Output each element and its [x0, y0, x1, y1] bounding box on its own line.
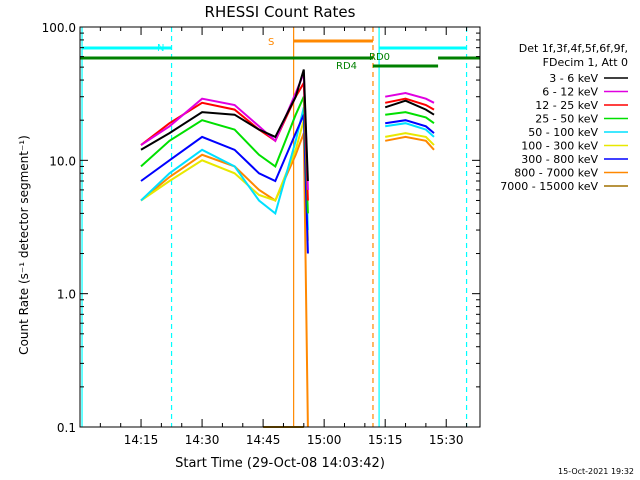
series-line-7-1 — [385, 135, 435, 151]
y-axis-ticks: 0.1 1.0 10.0 100.0 — [42, 21, 480, 435]
series-line-7-0 — [140, 132, 309, 428]
saa-label: S — [268, 37, 274, 48]
footer-date: 15-Oct-2021 19:32 — [558, 467, 634, 476]
legend-label-8: 7000 - 15000 keV — [500, 180, 598, 193]
series-line-0-1 — [384, 99, 435, 116]
series-line-3-0 — [140, 96, 309, 214]
y-tick-label-3: 100.0 — [42, 21, 76, 35]
x-tick-label-2: 14:45 — [246, 433, 281, 447]
x-axis-label: Start Time (29-Oct-08 14:03:42) — [175, 456, 385, 471]
plot-area: N S RD0 RD4 — [80, 27, 480, 428]
plot-frame — [79, 26, 481, 428]
x-tick-label-3: 15:00 — [307, 433, 342, 447]
series-line-2-1 — [385, 97, 435, 111]
x-tick-label-0: 14:15 — [124, 433, 159, 447]
y-axis-label: Count Rate (s⁻¹ detector segment⁻¹) — [17, 135, 31, 355]
series-line-5-0 — [140, 119, 309, 241]
y-tick-label-0: 0.1 — [57, 421, 76, 435]
x-tick-label-1: 14:30 — [185, 433, 220, 447]
x-tick-label-4: 15:15 — [368, 433, 403, 447]
series-line-6-0 — [140, 114, 309, 254]
series-line-0-0 — [140, 69, 309, 182]
series-line-4-1 — [385, 122, 435, 138]
night-label: N — [157, 43, 164, 54]
chart-title: RHESSI Count Rates — [205, 3, 356, 21]
series-line-3-1 — [385, 111, 435, 125]
legend-label-4: 50 - 100 keV — [528, 126, 598, 139]
legend-label-0: 3 - 6 keV — [549, 72, 598, 85]
series-line-1-1 — [385, 91, 435, 104]
legend-header-line-2: FDecim 1, Att 0 — [543, 56, 628, 69]
rd4-label: RD4 — [336, 61, 357, 72]
y-tick-label-2: 10.0 — [49, 154, 76, 168]
legend-label-5: 100 - 300 keV — [521, 140, 598, 153]
legend-label-3: 25 - 50 keV — [535, 113, 598, 126]
legend-label-6: 300 - 800 keV — [521, 153, 598, 166]
legend-label-7: 800 - 7000 keV — [514, 167, 598, 180]
rd0-label: RD0 — [369, 52, 390, 63]
legend-label-2: 12 - 25 keV — [535, 99, 598, 112]
x-axis-ticks: 14:15 14:30 14:45 15:00 15:15 15:30 — [99, 27, 468, 447]
series-line-5-1 — [385, 132, 435, 146]
x-tick-label-5: 15:30 — [429, 433, 464, 447]
y-tick-label-1: 1.0 — [57, 288, 76, 302]
legend: Det 1f,3f,4f,5f,6f,9f, FDecim 1, Att 0 3… — [500, 42, 628, 193]
legend-header-line-1: Det 1f,3f,4f,5f,6f,9f, — [519, 42, 628, 55]
series-line-6-1 — [385, 119, 435, 134]
legend-label-1: 6 - 12 keV — [542, 86, 598, 99]
